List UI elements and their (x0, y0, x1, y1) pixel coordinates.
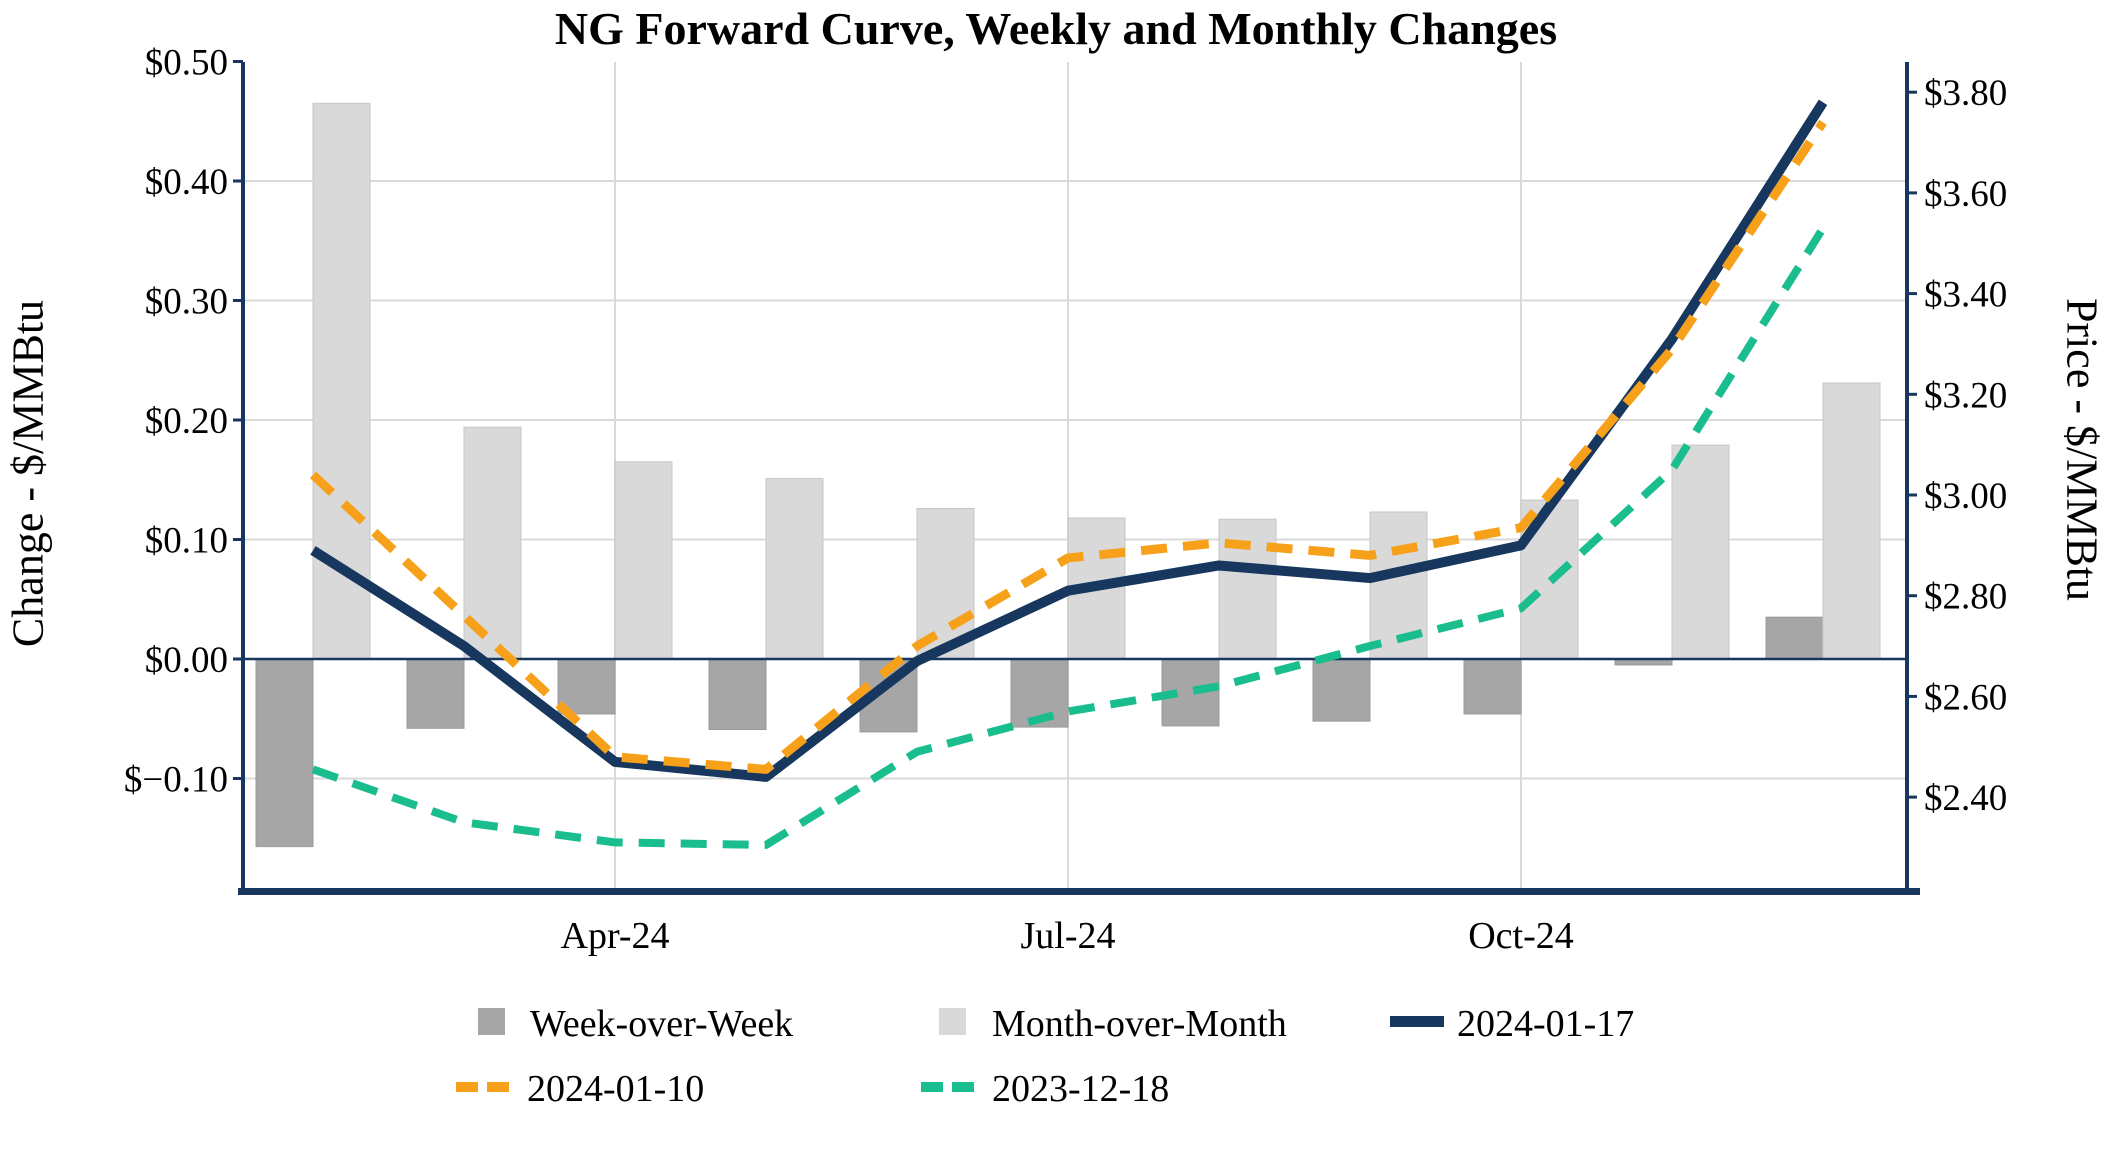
legend-label: Month-over-Month (992, 1003, 1287, 1045)
wow-bar-Oct-24 (1463, 658, 1522, 715)
price-line-2024-01-17 (310, 99, 1828, 782)
wow-bar-Apr-24 (557, 658, 616, 715)
left-tick-label: $0.20 (145, 401, 228, 442)
legend-label: 2023-12-18 (992, 1068, 1169, 1110)
legend-label: Week-over-Week (530, 1003, 793, 1045)
legend-swatch-square (478, 1008, 505, 1035)
wow-bar-Mar-24 (406, 658, 465, 729)
right-tick-label: $3.40 (1924, 275, 2007, 316)
price-line-2024-01-10 (309, 119, 1827, 774)
right-tick-label: $3.80 (1924, 73, 2007, 114)
wow-bar-Sep-24 (1312, 658, 1371, 722)
legend-label: 2024-01-10 (527, 1068, 704, 1110)
legend-label: 2024-01-17 (1457, 1003, 1634, 1045)
bottom-axis-line (238, 888, 1920, 895)
wow-bar-Dec-24 (1765, 616, 1824, 660)
right-tick-label: $2.80 (1924, 577, 2007, 618)
right-tick-label: $2.40 (1924, 778, 2007, 819)
left-tick-label: $0.50 (145, 43, 228, 84)
mom-bar-May-24 (765, 478, 824, 660)
x-axis-label: Jul-24 (1021, 915, 1116, 957)
left-tick-label: $0.30 (145, 282, 228, 323)
right-tick-label: $3.60 (1924, 174, 2007, 215)
legend-swatch-dash (952, 1082, 974, 1092)
legend-swatch-dash (456, 1082, 478, 1092)
mom-bar-Dec-24 (1822, 382, 1881, 660)
x-axis-label: Apr-24 (561, 915, 670, 957)
left-axis-title: Change - $/MMBtu (3, 299, 53, 648)
price-line-2023-12-18 (311, 226, 1827, 849)
mom-bar-Apr-24 (614, 461, 673, 660)
x-axis-label: Oct-24 (1468, 915, 1574, 957)
right-axis-title: Price - $/MMBtu (2057, 297, 2107, 602)
legend-swatch-dash (921, 1082, 943, 1092)
wow-bar-Feb-24 (255, 658, 314, 848)
legend-swatch-square (939, 1008, 966, 1035)
right-tick-label: $3.00 (1924, 476, 2007, 517)
legend-swatch-dash (487, 1082, 509, 1092)
left-tick-label: $−0.10 (124, 760, 228, 801)
wow-bar-May-24 (708, 658, 767, 731)
right-tick-label: $3.20 (1924, 375, 2007, 416)
left-tick-label: $0.40 (145, 162, 228, 203)
right-tick-label: $2.60 (1924, 677, 2007, 718)
left-tick-label: $0.00 (145, 640, 228, 681)
chart-title: NG Forward Curve, Weekly and Monthly Cha… (554, 3, 1558, 54)
mom-bar-Nov-24 (1671, 444, 1730, 660)
left-tick-label: $0.10 (145, 521, 228, 562)
legend-swatch-line (1390, 1016, 1444, 1027)
